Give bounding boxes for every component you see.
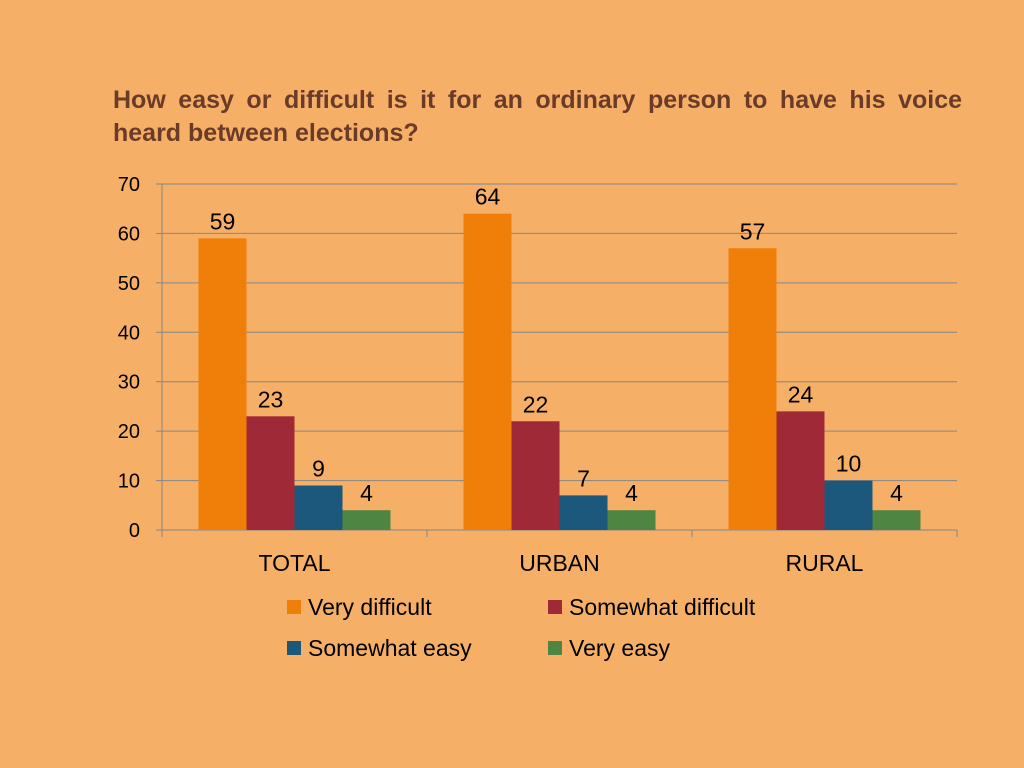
y-tick-label: 40: [118, 322, 140, 344]
y-tick-label: 10: [118, 471, 140, 493]
y-tick-label: 50: [118, 273, 140, 295]
legend-swatch: [548, 600, 562, 614]
bar: [872, 510, 921, 530]
data-label: 9: [312, 456, 325, 482]
data-label: 64: [475, 184, 501, 210]
data-label: 7: [577, 465, 590, 491]
bar: [342, 510, 391, 530]
y-tick-label: 20: [118, 421, 140, 443]
bar: [607, 510, 656, 530]
chart-title: How easy or difficult is it for an ordin…: [113, 86, 962, 147]
bar: [776, 411, 825, 530]
bar: [728, 248, 777, 530]
legend-label: Very difficult: [308, 594, 432, 620]
x-tick-label: URBAN: [519, 550, 600, 576]
legend-swatch: [548, 641, 562, 655]
data-label: 4: [360, 480, 373, 506]
bar: [511, 421, 560, 530]
data-label: 10: [836, 451, 862, 477]
legend-label: Somewhat difficult: [569, 594, 756, 620]
bar: [559, 495, 608, 530]
legend-label: Somewhat easy: [308, 635, 472, 661]
bar: [246, 416, 295, 530]
y-tick-label: 30: [118, 372, 140, 394]
x-tick-label: RURAL: [786, 550, 864, 576]
bar: [463, 213, 512, 530]
y-tick-label: 70: [118, 174, 140, 196]
legend-swatch: [287, 641, 301, 655]
legend-label: Very easy: [569, 635, 670, 661]
data-label: 23: [258, 386, 284, 412]
bar: [294, 485, 343, 530]
y-tick-label: 0: [129, 520, 140, 542]
data-label: 57: [740, 218, 766, 244]
x-tick-label: TOTAL: [259, 550, 331, 576]
data-label: 22: [523, 391, 549, 417]
data-label: 59: [210, 208, 236, 234]
bar: [198, 238, 247, 530]
data-label: 4: [625, 480, 638, 506]
bar: [824, 480, 873, 530]
data-label: 4: [890, 480, 903, 506]
y-tick-label: 60: [118, 223, 140, 245]
data-label: 24: [788, 381, 814, 407]
legend-swatch: [287, 600, 301, 614]
